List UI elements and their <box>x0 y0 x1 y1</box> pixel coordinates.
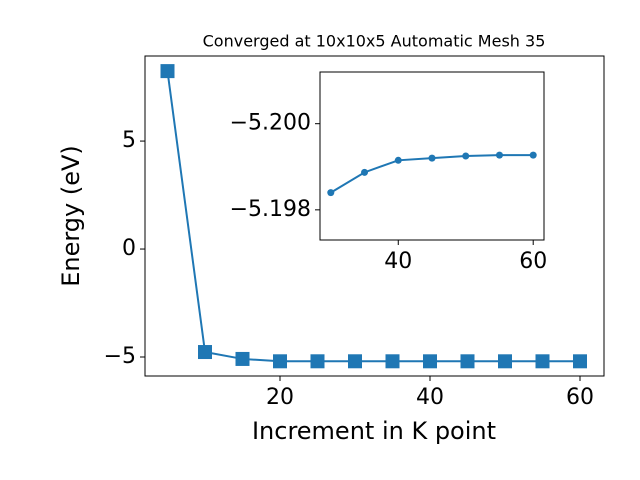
marker <box>423 354 437 369</box>
x-tick-label: 40 <box>384 249 412 274</box>
marker <box>460 354 475 369</box>
marker <box>160 64 175 79</box>
x-axis-label: Increment in K point <box>252 417 496 445</box>
marker <box>385 354 400 369</box>
y-tick-label: −5.200 <box>230 111 311 136</box>
x-tick-label: 60 <box>519 249 547 274</box>
marker <box>498 354 512 369</box>
chart-title: Converged at 10x10x5 Automatic Mesh 35 <box>203 32 546 51</box>
marker <box>361 168 369 176</box>
marker <box>273 354 287 369</box>
marker <box>529 151 537 159</box>
marker <box>495 151 503 159</box>
y-tick-label: −5.198 <box>230 197 311 222</box>
marker <box>310 354 325 369</box>
marker <box>573 354 587 369</box>
x-tick-label: 60 <box>566 385 594 410</box>
y-tick-label: 0 <box>122 236 136 261</box>
marker <box>462 152 470 160</box>
marker <box>327 189 335 197</box>
marker <box>428 154 436 162</box>
x-tick-label: 20 <box>266 385 294 410</box>
x-tick-label: 40 <box>416 385 444 410</box>
y-tick-label: 5 <box>122 128 136 153</box>
marker <box>235 351 250 366</box>
marker <box>535 354 550 369</box>
y-tick-label: −5 <box>104 344 136 369</box>
marker <box>394 156 402 164</box>
y-axis-label: Energy (eV) <box>57 145 85 287</box>
marker <box>348 354 362 369</box>
marker <box>198 345 212 360</box>
